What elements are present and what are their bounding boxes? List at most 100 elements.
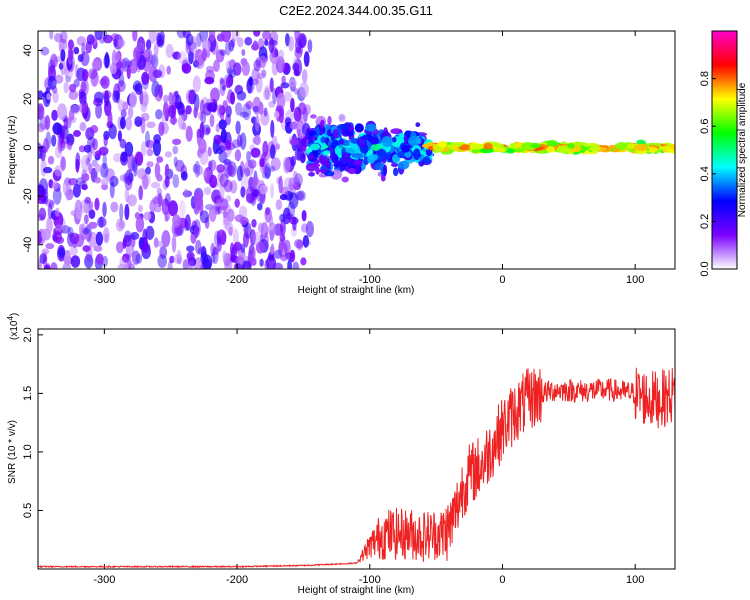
spectrogram-cell xyxy=(192,50,203,67)
spectrogram-cell xyxy=(357,136,367,149)
spectrogram-cell xyxy=(285,33,290,47)
spectrogram-cell xyxy=(333,139,339,145)
spectrogram-cell xyxy=(81,42,86,56)
spectrogram-cell xyxy=(259,184,269,195)
spectrogram-cell xyxy=(102,31,108,40)
snr-series-line xyxy=(37,367,676,569)
spectrogram-cell xyxy=(237,37,244,48)
spectrogram-cell xyxy=(88,200,94,210)
spectrogram-cell xyxy=(131,156,138,173)
spectrogram-cell xyxy=(100,75,110,89)
spectrogram-cell xyxy=(185,89,194,105)
spectrogram-cell xyxy=(199,122,205,140)
spectrogram-cell xyxy=(201,48,208,62)
spectrogram-cell xyxy=(100,163,109,178)
colorbar-tick-label: 0.8 xyxy=(699,71,711,86)
spectrogram-cell xyxy=(140,112,150,122)
spectrogram-cell xyxy=(294,147,302,161)
spectrogram-cell xyxy=(79,91,87,106)
x-tick-label: -200 xyxy=(226,274,248,286)
spectrogram-cell xyxy=(38,178,49,196)
spectrogram-cell xyxy=(69,246,78,256)
spectrogram-cell xyxy=(66,135,73,151)
chart-title: C2E2.2024.344.00.35.G11 xyxy=(279,3,433,18)
spectrogram-cell xyxy=(207,146,212,157)
spectrogram-cell xyxy=(210,87,220,103)
spectrogram-cell xyxy=(164,175,170,188)
spectrogram-cell xyxy=(289,216,299,225)
spectrogram-cell xyxy=(225,60,231,74)
spectrogram-cell xyxy=(213,59,220,72)
spectrogram-cell xyxy=(219,79,226,97)
spectrogram-cell xyxy=(615,142,628,150)
spectrogram-cell xyxy=(184,214,191,231)
spectrogram-cell xyxy=(224,204,231,215)
spectrogram-cell xyxy=(355,123,364,132)
spectrogram-cell xyxy=(230,38,236,48)
y-tick-label: -40 xyxy=(22,237,34,253)
spectrogram-cell xyxy=(270,119,275,138)
spectrogram-cell xyxy=(272,88,277,104)
spectrogram-cell xyxy=(127,172,134,183)
spectrogram-cell xyxy=(245,186,256,203)
spectrogram-cell xyxy=(176,249,182,264)
spectrogram-cell xyxy=(195,239,202,255)
spectrogram-cell xyxy=(125,116,133,131)
spectrogram-cell xyxy=(310,114,317,119)
spectrogram-cell xyxy=(113,153,122,163)
spectrogram-cell xyxy=(153,205,162,213)
spectrogram-cell xyxy=(270,165,276,172)
colorbar-tick-label: 0.2 xyxy=(699,214,711,229)
spectrogram-cell xyxy=(135,151,144,166)
spectrogram-cell xyxy=(75,207,83,220)
spectrogram-cell xyxy=(173,156,178,167)
spectrogram-cell xyxy=(255,57,261,68)
spectrogram-cell xyxy=(262,31,271,41)
spectrogram-cell xyxy=(294,31,301,43)
spectrogram-cell xyxy=(347,148,358,154)
spectrogram-cell xyxy=(138,185,143,201)
spectrogram-cell xyxy=(248,244,256,262)
spectrogram-cell xyxy=(320,155,329,167)
spectrogram-cell xyxy=(153,134,162,144)
spectrogram-cell xyxy=(218,119,227,130)
spectrogram-cell xyxy=(85,157,90,166)
spectrogram-cell xyxy=(415,122,421,128)
spectrogram-cell xyxy=(183,188,188,198)
spectrogram-cell xyxy=(76,36,87,46)
spectrogram-cell xyxy=(416,137,422,145)
spectrogram-cell xyxy=(90,69,99,87)
x-tick-label: -300 xyxy=(93,574,115,586)
spectrogram-cell xyxy=(213,230,221,247)
spectrogram-cell xyxy=(174,159,185,172)
spectrogram-cell xyxy=(153,194,164,207)
svg-text:(x104): (x104) xyxy=(6,313,20,340)
x-tick-label: -200 xyxy=(226,574,248,586)
spectrogram-cell xyxy=(227,161,237,178)
spectrogram-cell xyxy=(161,108,166,126)
spectrogram-cell xyxy=(125,244,135,258)
spectrogram-cell xyxy=(78,180,88,190)
spectrogram-cell xyxy=(124,176,133,191)
colorbar-tick-label: 0.6 xyxy=(699,119,711,134)
spectrogram-cell xyxy=(47,75,57,90)
spectrogram-cell xyxy=(208,174,218,189)
spectrogram-cell xyxy=(208,31,216,42)
spectrogram-cell xyxy=(70,255,81,268)
spectrogram-cell xyxy=(151,80,160,98)
spectrogram-cell xyxy=(297,190,306,202)
spectrogram-cell xyxy=(337,128,342,137)
spectrogram-cell xyxy=(51,109,58,121)
spectrogram-cell xyxy=(223,212,230,227)
spectrogram-cell xyxy=(288,177,295,191)
spectrogram-cell xyxy=(68,90,79,100)
spectrogram-cell xyxy=(270,157,281,171)
spectrogram-cell xyxy=(40,46,50,56)
multiplier-exponent: 4 xyxy=(6,316,15,321)
spectrogram-cell xyxy=(294,239,304,249)
spectrogram-cell xyxy=(64,67,69,78)
spectrogram-cell xyxy=(289,138,299,146)
spectrogram-cell xyxy=(404,150,412,158)
spectrogram-cell xyxy=(216,199,222,207)
